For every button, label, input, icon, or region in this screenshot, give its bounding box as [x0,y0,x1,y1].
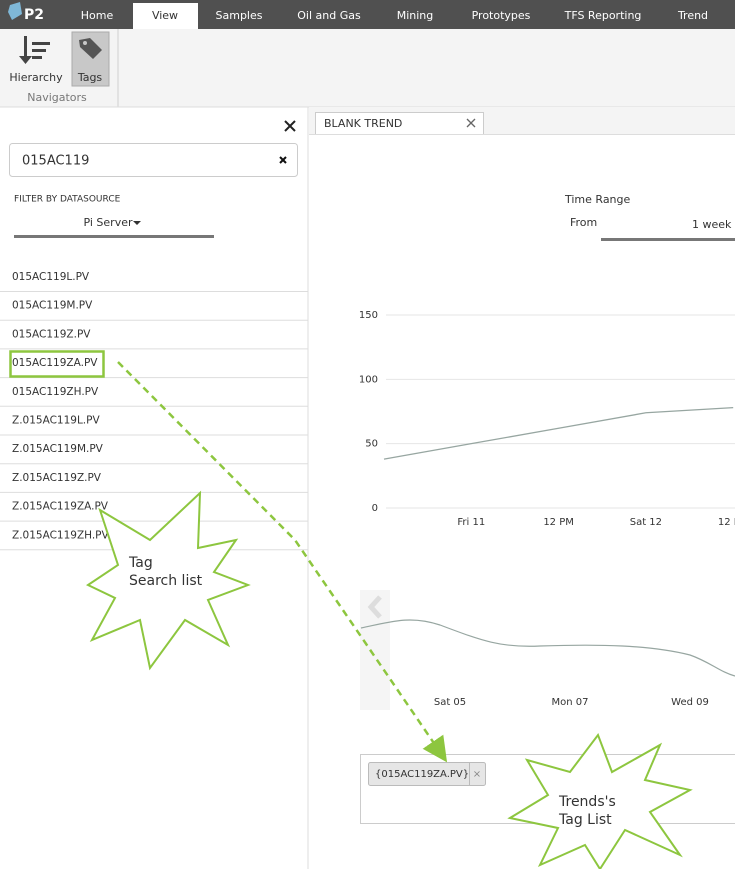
results-list: 015AC119L.PV 015AC119M.PV 015AC119Z.PV 015A… [0,271,308,551]
search-box[interactable] [9,143,298,177]
menu-tab[interactable]: Samples [216,9,263,22]
y-tick-label: 0 [372,503,378,514]
highlight-box [9,350,105,378]
callout-text: Search list [129,573,203,589]
ribbon [0,29,735,107]
result-item[interactable]: 015AC119ZH.PV [12,386,99,398]
time-range-label: Time Range [564,193,631,206]
navigator-label: Mon 07 [552,697,589,708]
datasource-underline [14,235,214,238]
result-item[interactable]: 015AC119M.PV [12,300,93,312]
navigator-prev[interactable] [367,595,382,619]
navigator-label: Wed 09 [671,697,709,708]
menu-bar [0,0,735,29]
callout-text: Trends's [558,794,616,810]
navigator-axis: Sat 05 Mon 07 Wed 09 [434,697,709,708]
filter-label: FILTER BY DATASOURCE [14,195,121,205]
menu-tab[interactable]: Oil and Gas [297,9,361,22]
result-item[interactable]: 015AC119Z.PV [12,328,91,340]
tag-chip-remove[interactable]: × [473,769,481,780]
callout-star [85,490,251,671]
menu-tab[interactable]: TFS Reporting [564,9,642,22]
datasource-select[interactable]: Pi Server [83,216,132,229]
result-item[interactable]: 015AC119ZA.PV [12,357,98,369]
menu-tab[interactable]: Prototypes [472,9,531,22]
tags-button[interactable]: Tags [77,71,103,84]
tag-chip[interactable] [368,762,486,786]
duration[interactable]: 1 week [692,218,732,231]
duration-underline [601,238,735,241]
ribbon-group-label: Navigators [27,91,87,104]
menu-tab[interactable]: View [152,9,178,22]
y-tick-label: 100 [359,374,378,385]
trend-chart: 0 50 100 150 Fri 11 12 PM Sat 12 12 PM [359,310,735,528]
dropdown-arrow[interactable] [133,221,141,225]
clear-search[interactable] [279,156,287,164]
from-label: From [570,216,597,229]
callout-text: Tag [128,555,153,571]
menu-tab[interactable]: Mining [397,9,434,22]
callout-star [507,732,693,869]
y-tick-label: 150 [359,310,378,321]
trend-tab-label[interactable]: BLANK TREND [324,117,402,130]
annotation-arrow [117,361,448,763]
logo-icon [8,2,22,20]
menu-tab[interactable]: Trend [677,9,708,22]
active-tab-bg [133,3,198,29]
navigator-label: Sat 05 [434,697,466,708]
callout-text: Tag List [558,812,612,828]
trend-line [383,406,734,460]
result-item[interactable]: 015AC119L.PV [12,271,90,283]
logo: P2 [24,7,44,23]
y-tick-label: 50 [365,439,378,450]
x-tick-label: Fri 11 [457,517,485,528]
navigator-line [360,619,735,677]
result-item[interactable]: Z.015AC119M.PV [12,443,104,455]
result-item[interactable]: Z.015AC119ZA.PV [12,501,109,513]
tag-chip-label: {015AC119ZA.PV} [375,769,469,780]
x-tick-label: 12 PM [718,517,735,528]
result-item[interactable]: Z.015AC119Z.PV [12,472,102,484]
hierarchy-button[interactable]: Hierarchy [9,71,63,84]
hierarchy-icon [19,36,50,64]
close-tab[interactable] [466,118,476,128]
result-item[interactable]: Z.015AC119L.PV [12,415,100,427]
result-item[interactable]: Z.015AC119ZH.PV [12,529,110,541]
menu-tab[interactable]: Home [81,9,114,22]
close-panel[interactable] [284,120,296,132]
x-tick-label: 12 PM [543,517,574,528]
x-tick-label: Sat 12 [630,517,662,528]
tags-icon-hole [83,41,87,45]
search-query[interactable]: 015AC119 [22,154,89,169]
